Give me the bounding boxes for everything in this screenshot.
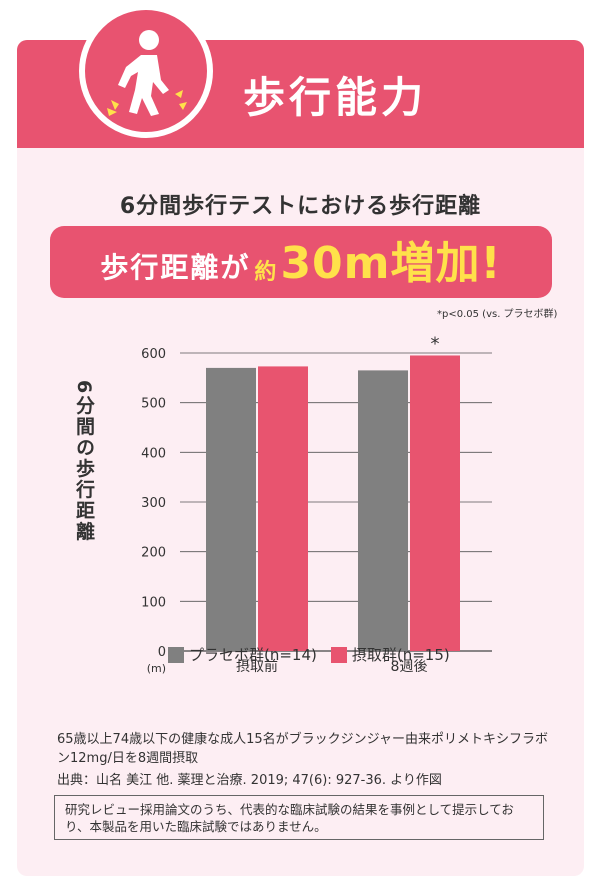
y-tick-label: 100	[141, 595, 166, 610]
legend-swatch-intake	[330, 646, 347, 663]
y-tick-label: 0	[158, 645, 166, 660]
bar-placebo-0	[206, 367, 256, 651]
significance-marker: *	[431, 333, 440, 354]
y-axis-label: 6分間の歩行距離	[73, 380, 95, 543]
result-banner: 歩行距離が 約 30m 増加!	[50, 226, 552, 298]
walking-person-icon	[79, 4, 213, 138]
x-tick-label: 8週後	[391, 659, 428, 675]
bar-intake-1	[410, 355, 460, 651]
y-tick-label: 300	[141, 496, 166, 511]
header-title: 歩行能力	[243, 73, 428, 122]
disclaimer-box: 研究レビュー採用論文のうち、代表的な臨床試験の結果を事例として提示しており、本製…	[54, 795, 544, 840]
legend-label-intake: 摂取群(n=15)	[351, 646, 450, 664]
y-tick-label: 500	[141, 397, 166, 412]
banner-text-1: 歩行距離が	[100, 251, 251, 284]
y-unit-label: (m)	[147, 662, 166, 675]
y-tick-label: 600	[141, 347, 166, 362]
legend-swatch-placebo	[168, 646, 184, 663]
study-notes: 65歳以上74歳以下の健康な成人15名がブラックジンジャー由来ポリメトキシフラボ…	[57, 732, 548, 766]
legend: プラセボ群(n=14) 摂取群(n=15)	[168, 644, 464, 665]
banner-value: 30m	[280, 238, 391, 289]
x-tick-label: 摂取前	[236, 658, 278, 675]
y-tick-label: 200	[141, 546, 166, 561]
legend-placebo: プラセボ群(n=14)	[168, 644, 317, 665]
source-citation: 出典：山名 美江 他. 薬理と治療. 2019; 47(6): 927-36. …	[57, 773, 442, 788]
bar-placebo-1	[358, 370, 408, 651]
chart-title: 6分間歩行テストにおける歩行距離	[119, 194, 482, 219]
legend-intake: 摂取群(n=15)	[330, 644, 450, 665]
legend-label-placebo: プラセボ群(n=14)	[189, 646, 317, 664]
card: 歩行能力 6分間歩行テストにおける歩行距離 歩行距離が 約 30m 増加! *p…	[17, 40, 584, 876]
significance-note: *p<0.05 (vs. プラセボ群)	[437, 309, 558, 320]
banner-text-2: 増加!	[390, 238, 502, 289]
bar-intake-0	[258, 366, 308, 651]
banner-approx: 約	[254, 260, 277, 285]
y-tick-label: 400	[141, 446, 166, 461]
